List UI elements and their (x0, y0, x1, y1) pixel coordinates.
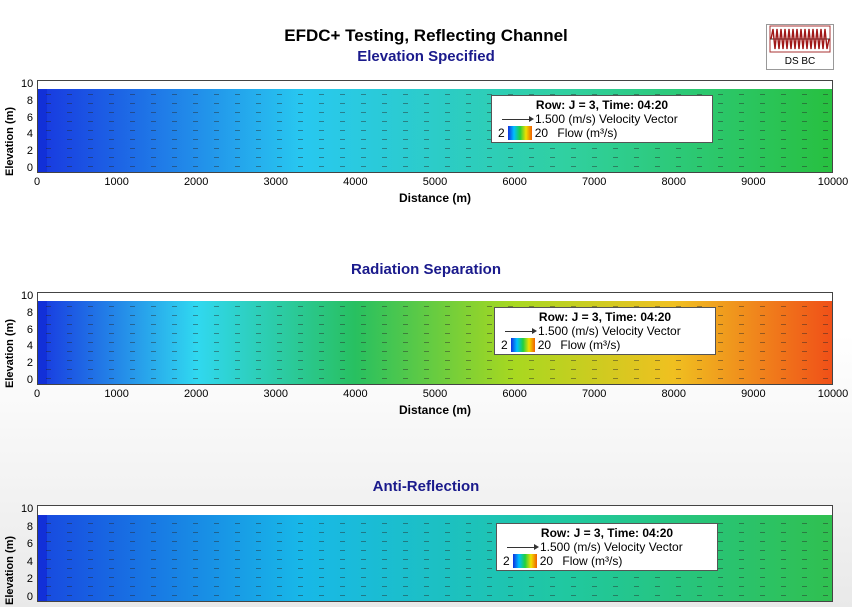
x-tick-label: 5000 (422, 388, 448, 400)
x-tick-label: 3000 (263, 176, 289, 188)
legend-vector: 1.500 (m/s) Velocity Vector (540, 540, 683, 554)
x-tick-label: 7000 (581, 388, 607, 400)
y-tick-label: 8 (26, 306, 33, 319)
x-tick-label: 3000 (263, 388, 289, 400)
y-tick-label: 4 (26, 555, 33, 568)
y-tick-label: 2 (26, 145, 33, 158)
y-tick-label: 10 (21, 290, 34, 302)
legend: Row: J = 3, Time: 04:20 1.500 (m/s) Velo… (494, 307, 716, 355)
colorbar-label: Flow (m³/s) (560, 338, 621, 352)
y-tick-label: 4 (26, 128, 33, 141)
x-tick-label: 10000 (817, 176, 849, 188)
x-tick-label: 9000 (741, 176, 766, 188)
legend-header: Row: J = 3, Time: 04:20 (535, 98, 669, 112)
y-tick-label: 4 (26, 340, 33, 353)
y-tick-label: 0 (26, 374, 33, 386)
x-tick-label: 6000 (502, 388, 527, 400)
colorbar-max: 20 (537, 338, 552, 352)
y-tick-label: 10 (21, 78, 34, 90)
y-tick-label: 0 (26, 162, 33, 174)
y-tick-label: 2 (26, 573, 33, 586)
legend-header: Row: J = 3, Time: 04:20 (540, 526, 674, 540)
colorbar-min: 2 (503, 554, 510, 568)
y-axis-label: Elevation (m) (4, 535, 16, 605)
y-tick-label: 6 (26, 323, 33, 336)
ds-bc-label: DS BC (784, 56, 816, 67)
colorbar-min: 2 (498, 126, 505, 140)
x-axis-label: Distance (m) (398, 191, 472, 205)
ds-bc-badge[interactable]: DS BC (766, 24, 834, 70)
arrow-icon (507, 544, 539, 551)
panel-title: Radiation Separation (350, 261, 502, 278)
contour-plot[interactable] (37, 80, 833, 173)
x-tick-label: 1000 (104, 176, 129, 188)
colorbar (507, 126, 532, 140)
x-tick-label: 6000 (502, 176, 527, 188)
arrow-icon (505, 328, 537, 335)
x-tick-label: 0 (33, 388, 41, 400)
y-tick-label: 8 (26, 94, 33, 107)
colorbar-min: 2 (501, 338, 508, 352)
x-tick-label: 8000 (661, 176, 687, 188)
legend-vector: 1.500 (m/s) Velocity Vector (538, 324, 681, 338)
oscillating-wave-icon (769, 25, 831, 53)
x-tick-label: 5000 (422, 176, 448, 188)
x-tick-label: 10000 (817, 388, 849, 400)
legend: Row: J = 3, Time: 04:20 1.500 (m/s) Velo… (491, 95, 713, 143)
colorbar-label: Flow (m³/s) (562, 554, 623, 568)
x-tick-label: 7000 (581, 176, 607, 188)
arrow-icon (502, 116, 534, 123)
colorbar-label: Flow (m³/s) (557, 126, 618, 140)
panel-title: Elevation Specified (357, 48, 495, 65)
x-tick-label: 9000 (741, 388, 766, 400)
x-tick-label: 2000 (183, 388, 209, 400)
panel-title: Anti-Reflection (372, 478, 480, 495)
y-tick-label: 6 (26, 111, 33, 124)
x-tick-label: 0 (33, 176, 41, 188)
legend-vector: 1.500 (m/s) Velocity Vector (535, 112, 678, 126)
y-tick-label: 6 (26, 538, 33, 551)
colorbar-max: 20 (534, 126, 549, 140)
legend-header: Row: J = 3, Time: 04:20 (538, 310, 672, 324)
colorbar (510, 338, 535, 352)
x-tick-label: 8000 (661, 388, 687, 400)
y-tick-label: 10 (21, 503, 34, 515)
boundary-strip (38, 301, 47, 384)
x-tick-label: 4000 (343, 176, 368, 188)
colorbar (512, 554, 537, 568)
colorbar-max: 20 (539, 554, 554, 568)
main-title: EFDC+ Testing, Reflecting Channel (284, 26, 568, 45)
y-tick-label: 2 (26, 357, 33, 370)
x-axis-label: Distance (m) (398, 403, 472, 417)
boundary-strip (38, 514, 47, 601)
y-axis-label: Elevation (m) (4, 318, 16, 388)
y-tick-label: 8 (26, 520, 33, 533)
x-tick-label: 1000 (104, 388, 129, 400)
legend: Row: J = 3, Time: 04:20 1.500 (m/s) Velo… (496, 523, 718, 571)
y-tick-label: 0 (26, 591, 33, 603)
x-tick-label: 4000 (343, 388, 368, 400)
boundary-strip (38, 89, 47, 172)
y-axis-label: Elevation (m) (4, 106, 16, 176)
x-tick-label: 2000 (183, 176, 209, 188)
